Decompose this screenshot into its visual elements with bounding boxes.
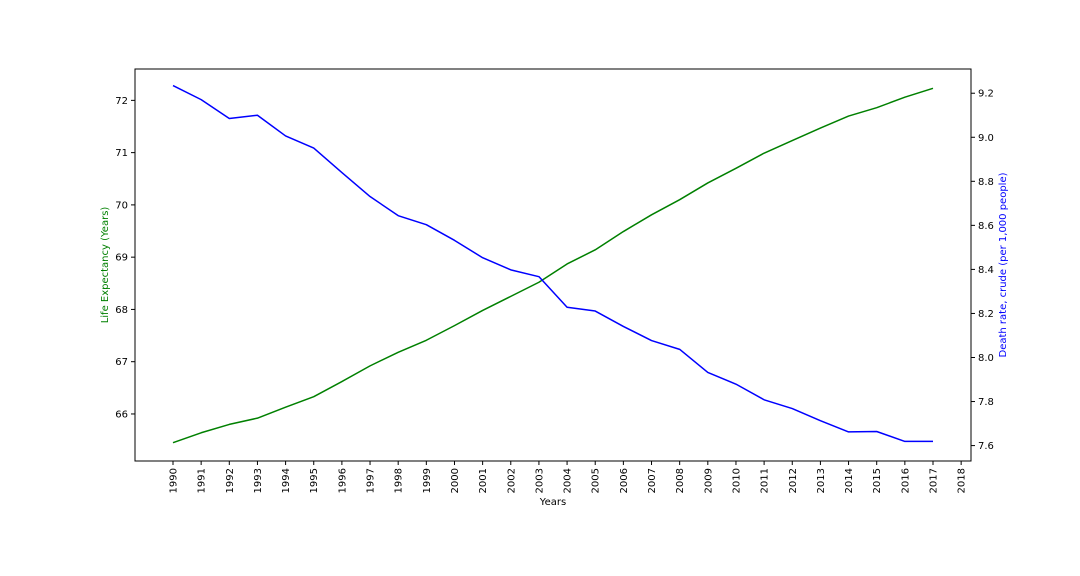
x-tick-label: 2002 <box>506 468 517 493</box>
right-y-tick-label: 7.6 <box>978 441 994 452</box>
x-tick-label: 2017 <box>929 468 940 493</box>
right-y-tick-label: 9.0 <box>978 133 994 144</box>
x-axis-ticks: 1990 1991 1992 1993 1994 1995 1996 1997 1998 1999… <box>169 461 968 493</box>
right-y-tick-label: 8.6 <box>978 221 994 232</box>
x-tick-label: 1993 <box>253 468 264 493</box>
x-tick-label: 1992 <box>225 468 236 493</box>
x-tick-label: 2018 <box>957 468 968 493</box>
x-tick-label: 1999 <box>422 468 433 493</box>
left-y-tick-label: 66 <box>115 409 128 420</box>
life-expectancy-line <box>172 87 934 444</box>
right-y-tick-label: 8.4 <box>978 265 994 276</box>
x-tick-label: 1998 <box>394 468 405 493</box>
death-rate-line <box>172 84 933 443</box>
x-tick-label: 1990 <box>169 468 180 493</box>
x-tick-label: 2014 <box>844 468 855 493</box>
x-tick-label: 2009 <box>703 468 714 493</box>
x-tick-label: 2001 <box>478 468 489 493</box>
right-y-tick-label: 7.8 <box>978 397 994 408</box>
x-tick-label: 1991 <box>197 468 208 493</box>
left-y-tick-label: 70 <box>115 200 128 211</box>
right-y-tick-label: 8.2 <box>978 309 994 320</box>
left-y-axis-label: Life Expectancy (Years) <box>100 207 111 324</box>
right-y-tick-label: 8.0 <box>978 353 994 364</box>
right-y-tick-label: 8.8 <box>978 177 994 188</box>
x-tick-label: 2000 <box>450 468 461 493</box>
x-tick-label: 2010 <box>731 468 742 493</box>
x-tick-label: 2008 <box>675 468 686 493</box>
series-lines <box>172 84 934 444</box>
x-tick-label: 2006 <box>619 468 630 493</box>
x-tick-label: 2012 <box>788 468 799 493</box>
left-y-tick-label: 68 <box>115 305 128 316</box>
x-tick-label: 2007 <box>647 468 658 493</box>
left-y-axis-ticks: 66 67 68 69 70 71 72 <box>115 96 135 420</box>
x-tick-label: 1997 <box>366 468 377 493</box>
x-tick-label: 2015 <box>872 468 883 493</box>
x-tick-label: 2016 <box>900 468 911 493</box>
right-y-axis-label: Death rate, crude (per 1,000 people) <box>998 172 1009 357</box>
x-tick-label: 2004 <box>563 468 574 493</box>
left-y-tick-label: 67 <box>115 357 128 368</box>
x-tick-label: 2003 <box>534 468 545 493</box>
left-y-tick-label: 69 <box>115 253 128 264</box>
x-tick-label: 1995 <box>309 468 320 493</box>
right-y-axis-ticks: 7.6 7.8 8.0 8.2 8.4 8.6 8.8 9.0 9.2 <box>971 89 994 452</box>
x-tick-label: 1996 <box>337 468 348 493</box>
plot-area-frame <box>134 68 972 462</box>
x-tick-label: 2011 <box>760 468 771 493</box>
left-y-tick-label: 72 <box>115 96 128 107</box>
x-axis-label: Years <box>539 497 566 508</box>
right-y-tick-label: 9.2 <box>978 89 994 100</box>
x-tick-label: 2005 <box>591 468 602 493</box>
x-tick-label: 1994 <box>281 468 292 493</box>
left-y-tick-label: 71 <box>115 148 128 159</box>
x-tick-label: 2013 <box>816 468 827 493</box>
